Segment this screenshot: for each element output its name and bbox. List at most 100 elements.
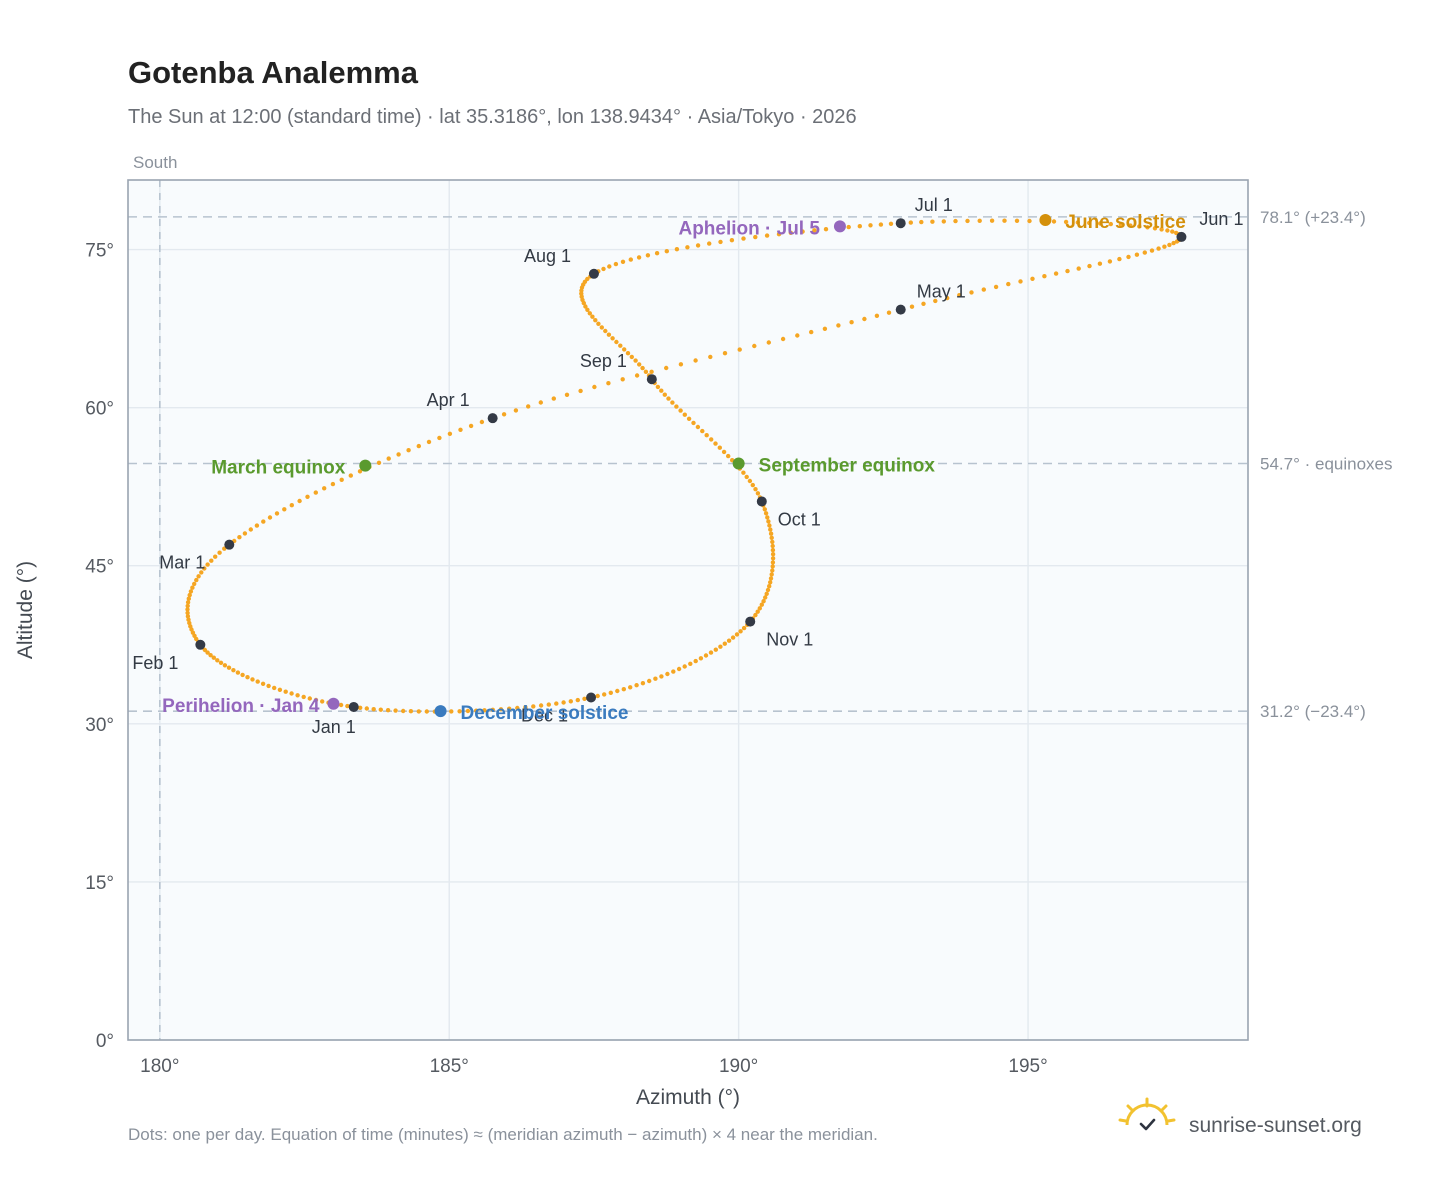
daily-dot	[767, 523, 772, 528]
daily-dot	[523, 705, 528, 710]
daily-dot	[235, 670, 241, 675]
daily-dot	[823, 227, 829, 232]
daily-dot	[741, 236, 746, 241]
month-label: Mar 1	[159, 553, 205, 573]
daily-dot	[546, 702, 551, 707]
daily-dot	[242, 531, 248, 536]
daily-dot	[1165, 228, 1170, 233]
daily-dot	[763, 595, 768, 600]
daily-dot	[762, 507, 767, 512]
daily-dot	[406, 448, 411, 453]
daily-dot	[1006, 281, 1011, 287]
daily-dot	[615, 688, 620, 694]
daily-dot	[599, 325, 604, 330]
daily-dot	[849, 320, 854, 325]
daily-dot	[408, 709, 414, 714]
daily-dot	[620, 259, 626, 264]
daily-dot	[248, 527, 253, 532]
event-marker	[359, 459, 372, 472]
daily-dot	[250, 677, 255, 682]
daily-dot	[908, 220, 913, 225]
x-tick-label: 180°	[140, 1056, 179, 1077]
daily-dot	[490, 707, 495, 712]
month-marker	[895, 304, 906, 315]
daily-dot	[768, 580, 773, 585]
daily-dot	[1145, 225, 1150, 230]
daily-dot	[188, 624, 193, 629]
daily-dot	[919, 219, 924, 225]
daily-dot	[688, 661, 693, 666]
daily-dot	[416, 443, 421, 449]
daily-dot	[770, 556, 776, 561]
date-markers: Jan 1 Feb 1 Mar 1 Apr 1 May 1 Jun 1 Jul 1 Aug 1…	[132, 195, 1243, 737]
daily-dot	[682, 664, 687, 669]
daily-dot	[192, 581, 197, 587]
daily-dot	[857, 224, 862, 229]
y-tick-label: 15°	[85, 873, 114, 894]
daily-dot	[653, 676, 658, 681]
daily-dot	[606, 332, 612, 337]
y-tick-label: 75°	[85, 241, 114, 262]
daily-dot	[1162, 244, 1167, 249]
daily-dot	[868, 223, 873, 228]
daily-dot	[730, 635, 736, 640]
daily-dot	[649, 369, 654, 374]
daily-dot	[685, 245, 690, 250]
daily-dot	[592, 384, 597, 390]
daily-dot	[953, 218, 958, 224]
daily-dot	[1065, 268, 1070, 274]
daily-dot	[601, 266, 606, 272]
daily-dot	[345, 703, 350, 709]
daily-dot	[766, 340, 771, 345]
daily-dot	[283, 689, 288, 694]
daily-dot	[734, 632, 740, 637]
month-label: Feb 1	[132, 653, 178, 673]
daily-dot	[721, 449, 727, 455]
axis-ticks: 180° 185° 190° 195° 0° 15° 30° 45° 60° 75°	[85, 241, 1047, 1077]
daily-dot	[424, 709, 429, 714]
y-tick-label: 30°	[85, 715, 114, 736]
reference-lines: 78.1° (+23.4°) 54.7° · equinoxes 31.2° (−2…	[128, 180, 1393, 1040]
daily-dot	[526, 404, 531, 409]
daily-dot	[768, 531, 774, 536]
daily-dot	[186, 617, 191, 622]
daily-dot	[664, 249, 669, 254]
daily-dot	[822, 326, 828, 331]
daily-dot	[753, 234, 758, 240]
daily-dot	[602, 692, 607, 697]
daily-dot	[364, 706, 369, 711]
daily-dot	[1167, 242, 1172, 248]
daily-dot	[538, 400, 543, 405]
daily-dot	[378, 707, 383, 712]
daily-dot	[582, 696, 587, 701]
daily-dot	[686, 416, 692, 421]
analemma-curve	[185, 218, 1184, 714]
daily-dot	[941, 219, 946, 224]
daily-dot	[1014, 218, 1020, 223]
daily-dot	[465, 708, 471, 714]
daily-dot	[965, 218, 970, 224]
daily-dot	[1018, 279, 1023, 284]
daily-dot	[628, 685, 633, 690]
daily-dot	[1027, 218, 1032, 224]
daily-dot	[297, 498, 302, 504]
daily-dot	[185, 614, 191, 619]
daily-dot	[770, 568, 775, 573]
y-tick-label: 60°	[85, 399, 114, 420]
daily-dot	[209, 558, 214, 563]
daily-dot	[590, 314, 595, 319]
daily-dot	[671, 669, 676, 674]
daily-dot	[770, 564, 775, 569]
daily-dot	[218, 660, 224, 665]
daily-dot	[678, 408, 683, 413]
daily-dot	[330, 481, 336, 487]
x-tick-label: 185°	[430, 1056, 469, 1077]
daily-dot	[282, 507, 287, 512]
month-marker	[895, 218, 906, 229]
daily-dot	[531, 704, 536, 709]
event-marker	[833, 220, 846, 233]
daily-dot	[226, 665, 232, 670]
daily-dot	[1030, 276, 1035, 281]
daily-dot	[185, 600, 191, 605]
daily-dot	[636, 255, 642, 260]
